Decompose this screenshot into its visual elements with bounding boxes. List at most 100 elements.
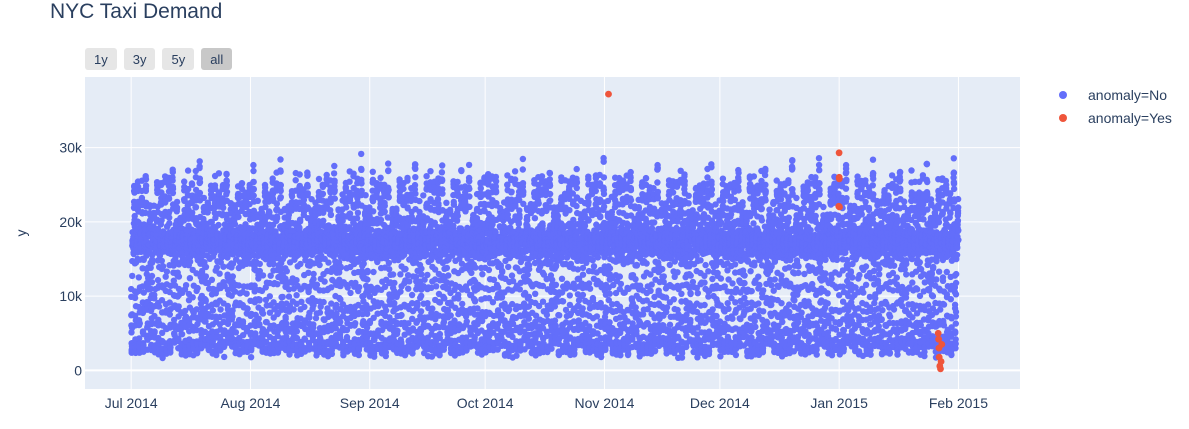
data-point [408, 291, 416, 299]
data-point [304, 190, 311, 197]
data-point [405, 285, 412, 292]
data-point [418, 271, 425, 278]
range-button-all[interactable]: all [201, 48, 233, 70]
data-point [412, 174, 419, 181]
data-point [358, 150, 365, 158]
data-point [321, 278, 328, 285]
data-point [330, 170, 338, 177]
data-point [463, 318, 470, 325]
data-point [519, 155, 527, 163]
data-point [148, 279, 156, 286]
data-point [250, 167, 257, 175]
data-point [149, 256, 156, 263]
data-point [196, 179, 204, 186]
data-point [166, 311, 173, 318]
data-point [229, 273, 236, 280]
data-point [277, 187, 284, 195]
data-point [167, 349, 174, 356]
data-point [170, 277, 177, 284]
data-point [223, 182, 230, 189]
data-point [400, 185, 407, 193]
data-point [181, 307, 189, 315]
data-point [310, 321, 317, 328]
data-point [208, 276, 216, 283]
data-point [246, 254, 253, 261]
data-point [254, 197, 261, 204]
data-point [381, 208, 388, 215]
data-point [465, 161, 473, 169]
data-point [244, 305, 251, 312]
data-point [397, 288, 404, 295]
data-point [328, 350, 336, 358]
data-point [477, 185, 484, 192]
data-point [136, 335, 143, 342]
data-point [192, 204, 200, 211]
data-point [273, 200, 280, 207]
data-point [262, 203, 269, 211]
data-point [466, 178, 473, 185]
data-point [417, 308, 425, 315]
data-point [232, 329, 240, 336]
data-point [362, 192, 369, 199]
data-point [239, 318, 247, 325]
data-point [200, 194, 208, 202]
data-point [270, 260, 277, 268]
data-point [524, 271, 531, 278]
range-button-1y[interactable]: 1y [85, 48, 117, 70]
data-point [492, 189, 500, 196]
data-point [231, 204, 238, 212]
data-point [316, 261, 323, 269]
range-button-5y[interactable]: 5y [162, 48, 195, 70]
data-point [386, 266, 393, 273]
data-point [458, 167, 465, 175]
data-point [296, 171, 303, 178]
data-point [427, 168, 434, 175]
data-point [277, 194, 284, 201]
data-point [524, 217, 531, 224]
data-point [274, 281, 281, 288]
data-point [364, 267, 371, 275]
data-point [182, 282, 190, 289]
series-anomaly-no-points [128, 150, 962, 362]
data-point [443, 199, 450, 206]
data-point [147, 285, 154, 292]
data-point [443, 264, 451, 272]
data-point [198, 267, 206, 275]
data-point [142, 176, 150, 183]
data-point [412, 190, 419, 197]
data-point [136, 320, 143, 327]
data-point [169, 168, 176, 176]
data-point [479, 271, 486, 278]
data-point [438, 169, 446, 176]
data-point [423, 173, 430, 180]
data-point [163, 268, 171, 275]
data-point [229, 307, 236, 314]
data-point [189, 209, 196, 216]
data-point [216, 270, 223, 277]
data-point [454, 212, 461, 220]
data-point [439, 162, 446, 169]
data-point [370, 208, 377, 215]
data-point [279, 293, 286, 301]
data-point [520, 189, 527, 196]
data-point [370, 268, 377, 276]
data-point [377, 174, 384, 181]
data-point [447, 312, 454, 319]
data-point [350, 170, 357, 177]
range-button-3y[interactable]: 3y [123, 48, 156, 70]
data-point [142, 182, 150, 189]
data-point [385, 160, 392, 167]
data-point [301, 303, 308, 311]
data-point [313, 281, 321, 288]
data-point [292, 177, 299, 184]
data-point [167, 344, 174, 351]
data-point [166, 214, 173, 221]
data-point [250, 161, 257, 169]
data-point [252, 330, 259, 337]
data-point [320, 298, 327, 306]
data-point [515, 220, 522, 228]
data-point [293, 277, 300, 284]
data-point [184, 167, 192, 174]
data-point [173, 204, 181, 211]
